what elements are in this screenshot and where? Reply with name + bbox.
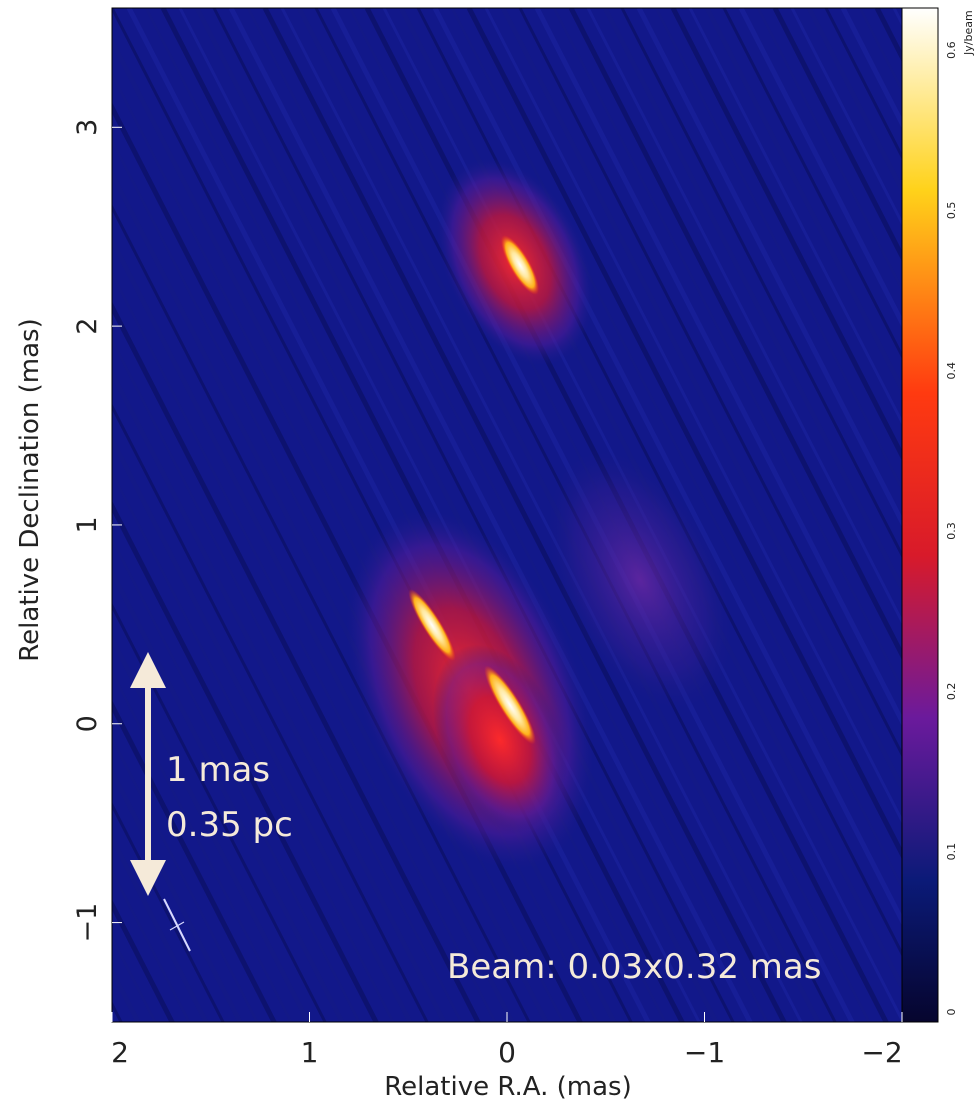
beam-ellipse — [163, 898, 191, 952]
sidelobe-stripe — [112, 567, 345, 1022]
sidelobe-stripe — [772, 8, 902, 262]
y-tick-label: 1 — [72, 516, 103, 533]
sidelobe-stripe — [112, 500, 379, 1022]
sidelobe-stripe — [112, 766, 243, 1022]
sidelobe-stripe — [518, 8, 902, 758]
sidelobe-stripe — [112, 735, 259, 1022]
colorbar: 0 0.1 0.2 0.3 0.4 0.5 0.6 Jy/beam — [901, 7, 975, 1023]
sidelobe-stripe — [112, 102, 583, 1022]
sidelobe-stripe — [112, 633, 311, 1022]
sidelobe-stripe — [756, 8, 902, 293]
beam-label: Beam: 0.03x0.32 mas — [447, 947, 821, 987]
colorbar-tick-label: 0.4 — [945, 362, 958, 380]
sidelobe-stripe — [636, 8, 902, 528]
sidelobe-stripe — [112, 899, 175, 1022]
colorbar-tick-label: 0.3 — [945, 522, 958, 540]
colorbar-gradient — [901, 7, 939, 1023]
sidelobe-stripe — [722, 8, 902, 360]
x-tick-label: 2 — [111, 1036, 129, 1069]
x-axis: 2 1 0 −1 −2 — [111, 1012, 903, 1069]
sidelobe-stripe — [112, 301, 481, 1022]
sidelobe-stripe — [534, 8, 902, 727]
colorbar-tick-label: 0 — [945, 1009, 958, 1016]
y-tick-label: −1 — [72, 903, 103, 943]
sidelobe-stripe — [602, 8, 902, 594]
scale-bar-label-pc: 0.35 pc — [166, 805, 293, 845]
sidelobe-stripe — [484, 8, 902, 824]
sidelobe-stripe — [704, 8, 902, 395]
sidelobe-stripe — [738, 8, 902, 329]
sidelobe-stripe — [112, 536, 361, 1022]
sidelobe-stripe — [112, 203, 531, 1022]
sidelobe-stripe — [500, 8, 902, 793]
emission-component-north — [436, 158, 594, 366]
south-core-1 — [408, 589, 456, 661]
x-tick-label: 0 — [498, 1036, 516, 1069]
sidelobe-stripe — [112, 270, 497, 1022]
x-tick-label: −1 — [684, 1036, 725, 1069]
diffuse-west-halo — [546, 448, 734, 712]
sidelobe-stripe — [112, 168, 549, 1022]
sidelobe-stripe — [586, 8, 902, 625]
sidelobe-stripe — [0, 8, 9, 1102]
sidelobe-stripe — [552, 8, 902, 692]
sidelobe-stripe — [962, 8, 979, 1102]
map-image: 1 mas 0.35 pc Beam: 0.03x0.32 mas — [0, 8, 979, 1102]
sidelobe-stripe — [670, 8, 902, 461]
sidelobe-stripe — [112, 367, 447, 1022]
emission-diffuse-west — [546, 448, 734, 712]
sidelobe-stripe — [112, 801, 225, 1022]
sidelobe-stripe — [112, 234, 515, 1022]
south-core-2 — [484, 665, 536, 745]
colorbar-unit-label: Jy/beam — [962, 10, 975, 56]
sidelobe-stripe — [654, 8, 902, 492]
sidelobe-stripe — [262, 8, 787, 1022]
y-tick-label: 2 — [72, 318, 103, 335]
sidelobe-stripe — [112, 469, 395, 1022]
sidelobe-stripe — [945, 8, 979, 1102]
y-tick-label: 3 — [72, 119, 103, 136]
emission-component-south — [345, 509, 595, 871]
sidelobe-stripe — [112, 868, 191, 1022]
y-axis: −1 0 1 2 3 — [72, 119, 122, 943]
sidelobe-stripe — [112, 403, 429, 1022]
sidelobe-stripe — [112, 832, 209, 1022]
sidelobe-stripe — [568, 8, 902, 661]
sidelobe-stripe — [466, 8, 902, 860]
colorbar-tick-label: 0.1 — [945, 843, 958, 861]
sidelobe-stripe — [790, 8, 902, 227]
sidelobe-stripe — [112, 699, 277, 1022]
sidelobe-stripe — [112, 602, 327, 1022]
colorbar-tick-label: 0.6 — [945, 41, 958, 59]
sidelobe-stripe — [112, 668, 293, 1022]
colorbar-tick-label: 0.2 — [945, 683, 958, 701]
sidelobe-stripe — [620, 8, 902, 559]
x-tick-label: −2 — [861, 1036, 902, 1069]
x-tick-label: 1 — [301, 1036, 319, 1069]
sidelobe-stripe — [112, 336, 463, 1022]
colorbar-tick-label: 0.5 — [945, 202, 958, 220]
x-axis-label: Relative R.A. (mas) — [384, 1072, 631, 1102]
colorbar-ticks: 0 0.1 0.2 0.3 0.4 0.5 0.6 — [945, 41, 958, 1015]
y-tick-label: 0 — [72, 715, 103, 732]
y-axis-label: Relative Declination (mas) — [15, 318, 45, 661]
scale-bar-label-mas: 1 mas — [166, 750, 270, 790]
sidelobe-stripe — [112, 71, 599, 1022]
south-halo-inner — [432, 644, 568, 836]
sidelobe-stripe — [688, 8, 902, 426]
scale-bar: 1 mas 0.35 pc — [130, 652, 293, 896]
north-core — [500, 235, 540, 295]
sidelobe-stripe — [112, 434, 413, 1022]
sidelobe-stripe — [246, 8, 769, 1022]
sidelobe-stripe — [112, 137, 565, 1022]
